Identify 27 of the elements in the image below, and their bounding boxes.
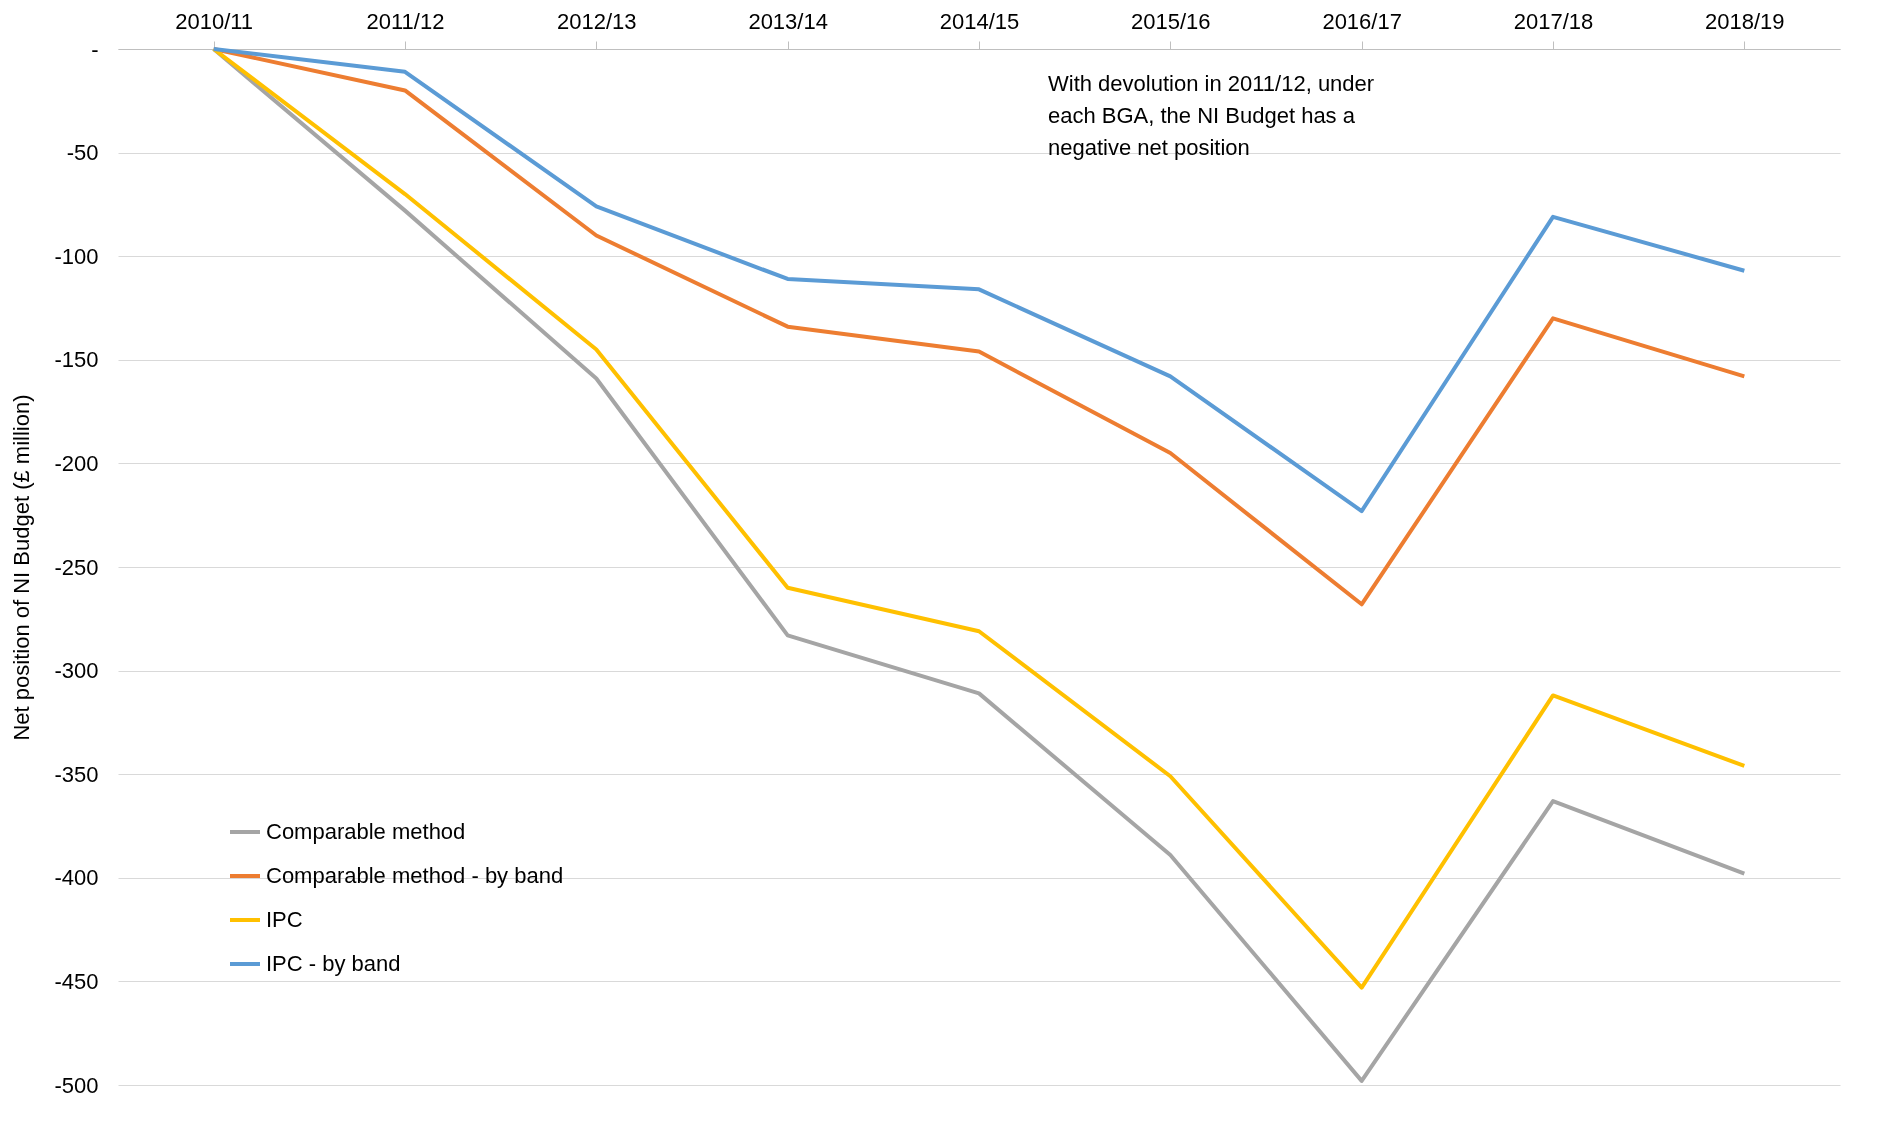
y-tick-label: -400 [54, 865, 99, 891]
x-tick-label: 2018/19 [1705, 8, 1785, 34]
x-tick-label: 2014/15 [939, 8, 1020, 34]
y-tick-label: -500 [54, 1072, 99, 1098]
legend-label: Comparable method - by band [266, 863, 564, 888]
x-tick-label: 2013/14 [748, 8, 828, 34]
annotation: With devolution in 2011/12, under each BGA, the NI Budget has a negative net position [1048, 71, 1375, 160]
x-tick-label: 2012/13 [557, 8, 637, 34]
y-tick-label: -350 [54, 761, 99, 787]
legend-label: IPC - by band [266, 951, 401, 976]
legend-label: IPC [266, 907, 303, 932]
y-axis-title: Net position of NI Budget (£ million) [9, 394, 35, 741]
y-tick-label: -200 [54, 450, 99, 476]
y-tick-label: -150 [54, 347, 99, 373]
x-tick-label: 2017/18 [1513, 8, 1594, 34]
line-series [211, 47, 1747, 514]
x-tick-label: 2010/11 [175, 8, 254, 34]
x-tick-label: 2016/17 [1322, 8, 1402, 34]
y-tick-label: -250 [54, 554, 99, 580]
legend-label: Comparable method [266, 819, 466, 844]
y-tick-label: - [91, 36, 99, 62]
y-tick-label: -300 [54, 658, 99, 684]
x-tick-label: 2015/16 [1131, 8, 1211, 34]
x-tick-label: 2011/12 [366, 8, 445, 34]
y-tick-label: -100 [54, 243, 99, 269]
y-tick-label: -450 [54, 968, 99, 994]
y-tick-label: -50 [66, 140, 99, 166]
